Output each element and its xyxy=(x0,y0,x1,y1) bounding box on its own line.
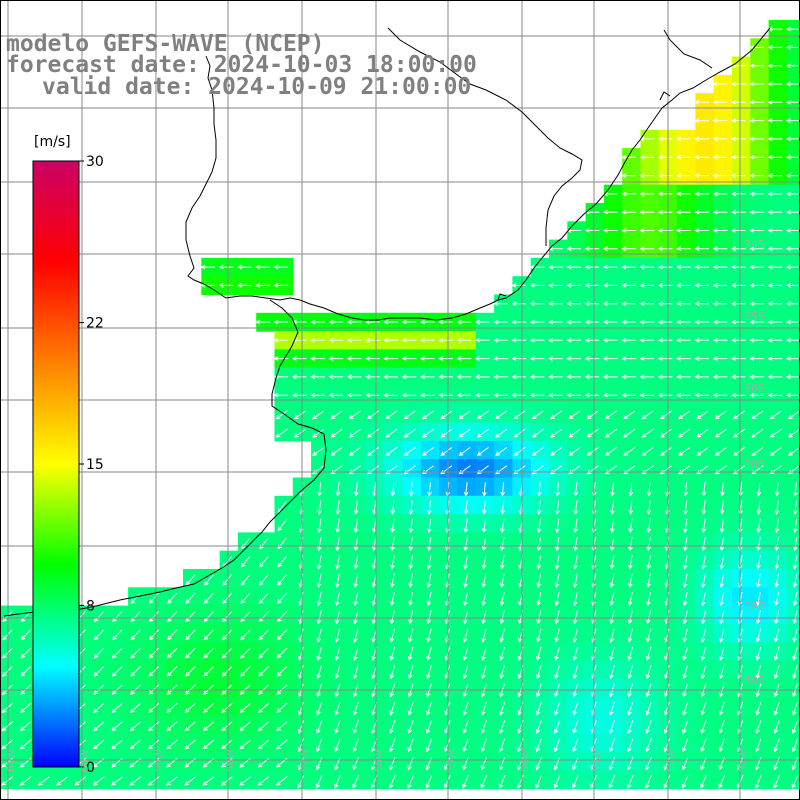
longitude-label: 60W xyxy=(80,749,91,772)
valid-date: valid date: 2024-10-09 21:00:00 xyxy=(42,74,472,100)
inland-boundary xyxy=(387,27,583,246)
colorbar-unit-label: [m/s] xyxy=(34,134,71,150)
latitude-label: 34S xyxy=(744,238,765,251)
colorbar-tick-label: 15 xyxy=(86,457,104,473)
coastline xyxy=(3,27,771,617)
inland-boundary-2 xyxy=(663,29,713,69)
latitude-label: 36S xyxy=(744,382,765,395)
latitude-label: 35S xyxy=(744,310,765,323)
latitude-label: 39S xyxy=(744,600,765,613)
longitude-label: 59W xyxy=(154,749,165,772)
longitude-label: 52W xyxy=(666,749,677,772)
colorbar-tick-label: 8 xyxy=(86,598,95,614)
longitude-label: 51W xyxy=(738,749,749,772)
colorbar-tick-label: 30 xyxy=(86,154,104,170)
forecast-date: forecast date: 2024-10-03 18:00:00 xyxy=(6,52,477,78)
longitude-label: 56W xyxy=(374,749,385,772)
wind-vectors xyxy=(1,26,800,789)
latitude-labels: 34S 35S 36S 38S 39S 40S xyxy=(744,238,765,687)
map-title: modelo GEFS-WAVE (NCEP) xyxy=(6,31,325,57)
longitude-label: 54W xyxy=(520,749,531,772)
longitude-label: 61W xyxy=(6,749,17,772)
longitude-label: 55W xyxy=(446,749,457,772)
colorbar-tick-label: 0 xyxy=(86,760,95,776)
longitude-label: 58W xyxy=(226,749,237,772)
colorbar-tick-label: 22 xyxy=(86,316,104,332)
colorbar-ticks: 30 22 15 8 0 xyxy=(79,154,104,776)
longitude-labels: 61W 60W 59W 58W 57W 56W 55W 54W 53W 52W 51W xyxy=(6,749,749,772)
latitude-label: 38S xyxy=(744,458,765,471)
longitude-label: 57W xyxy=(300,749,311,772)
latitude-label: 40S xyxy=(744,674,765,687)
longitude-label: 53W xyxy=(592,749,603,772)
colorbar xyxy=(32,160,80,768)
